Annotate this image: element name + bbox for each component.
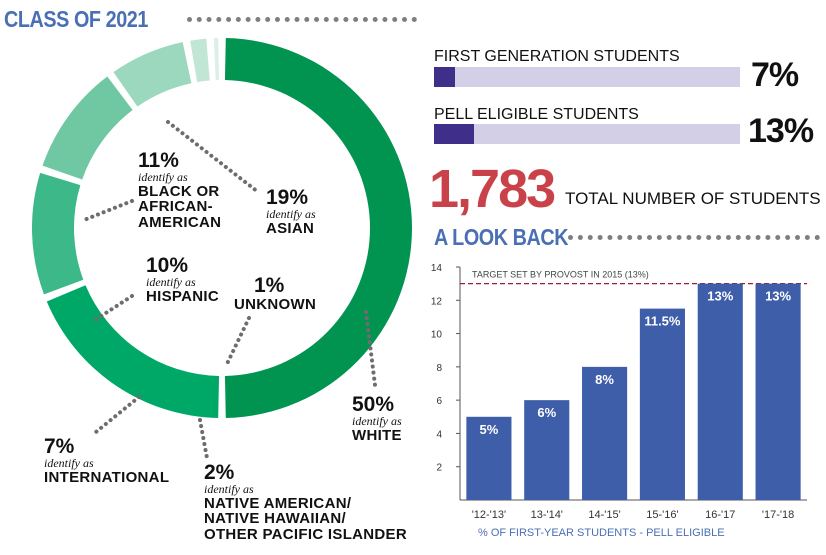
x-axis-label: % OF FIRST-YEAR STUDENTS - PELL ELIGIBLE xyxy=(478,527,725,539)
look-back-dotted-rule xyxy=(568,235,820,240)
donut-slice-asian xyxy=(46,285,220,418)
pell-bar xyxy=(434,124,740,144)
demographics-donut-chart xyxy=(31,38,413,460)
bar-2 xyxy=(582,366,628,500)
bar-0 xyxy=(466,416,512,500)
pell-value: 13% xyxy=(748,112,814,150)
pell-label: PELL ELIGIBLE STUDENTS xyxy=(434,106,639,123)
y-tick-label: 6 xyxy=(436,396,442,407)
x-tick-label: '17-'18 xyxy=(762,509,794,521)
x-tick-label: '12-'13' xyxy=(472,509,506,521)
x-tick-label: 16-'17 xyxy=(705,509,735,521)
x-tick-label: 14-'15' xyxy=(588,509,620,521)
first-gen-bar xyxy=(434,67,740,87)
y-tick-label: 2 xyxy=(436,463,442,474)
pell-eligible-bar-chart: 2 4 6 8 10 12 14 TARGET SET BY PROVOST IN 2015 … xyxy=(431,263,807,539)
donut-slice-unknown xyxy=(213,38,220,81)
total-students-number: 1,783 xyxy=(429,159,556,219)
heading-dotted-rule xyxy=(187,17,417,22)
leader-line-asian xyxy=(166,120,260,194)
label-asian: 19% identify as ASIAN xyxy=(266,186,316,237)
first-gen-bar-fill xyxy=(434,67,456,87)
bar-value-label: 5% xyxy=(480,422,499,437)
y-tick-label: 12 xyxy=(431,296,443,307)
bar-value-label: 13% xyxy=(707,289,733,304)
label-unknown: 1% UNKNOWN xyxy=(234,274,317,314)
bar-1 xyxy=(524,400,570,500)
bar-value-label: 6% xyxy=(537,405,556,420)
bar-4 xyxy=(697,283,743,500)
first-gen-value: 7% xyxy=(751,56,799,94)
leader-line-black xyxy=(82,199,134,222)
look-back-heading: A LOOK BACK xyxy=(434,224,569,250)
donut-slice-black xyxy=(31,172,84,295)
bar-value-label: 11.5% xyxy=(644,314,681,329)
label-international: 7% identify as INTERNATIONAL xyxy=(44,435,170,486)
label-native: 2% identify as NATIVE AMERICAN/ NATIVE H… xyxy=(204,461,407,544)
x-tick-label: 13-'14' xyxy=(531,509,563,521)
pell-bar-fill xyxy=(434,124,474,144)
y-tick-label: 4 xyxy=(436,429,442,440)
bar-value-label: 8% xyxy=(595,372,614,387)
leader-line-international xyxy=(94,395,141,434)
class-of-2021-heading: CLASS OF 2021 xyxy=(4,6,148,32)
donut-slice-white xyxy=(224,38,413,418)
y-tick-label: 10 xyxy=(431,330,443,341)
label-hispanic: 10% identify as HISPANIC xyxy=(146,254,219,305)
target-label: TARGET SET BY PROVOST IN 2015 (13%) xyxy=(472,270,649,280)
leader-line-unknown xyxy=(224,316,251,368)
donut-slice-hispanic xyxy=(42,76,133,180)
bar-value-label: 13% xyxy=(765,289,791,304)
donut-slice-international xyxy=(113,42,192,107)
leader-line-hispanic xyxy=(90,294,134,324)
first-gen-label: FIRST GENERATION STUDENTS xyxy=(434,48,680,65)
donut-slice-native xyxy=(190,38,210,83)
leader-line-white xyxy=(364,310,377,387)
label-black: 11% identify as BLACK OR AFRICAN- AMERIC… xyxy=(138,149,222,232)
bar-5 xyxy=(755,283,801,500)
y-tick-label: 8 xyxy=(436,363,442,374)
y-tick-label: 14 xyxy=(431,263,443,274)
label-white: 50% identify as WHITE xyxy=(352,393,402,444)
total-students-label: TOTAL NUMBER OF STUDENTS xyxy=(565,189,821,208)
leader-line-native xyxy=(198,418,209,460)
bar-3 xyxy=(639,308,685,500)
x-tick-label: 15-'16' xyxy=(646,509,678,521)
